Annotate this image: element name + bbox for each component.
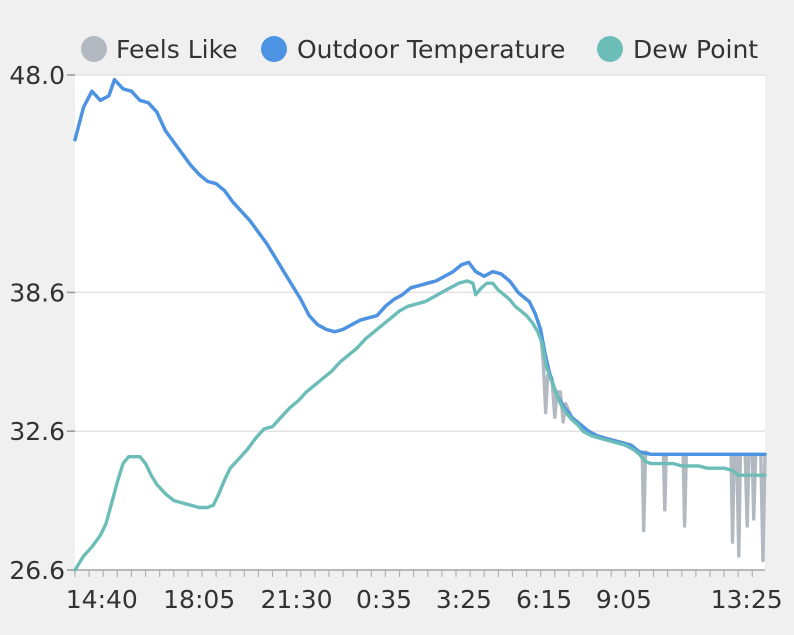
x-axis: 14:40 18:05 21:30 0:35 3:25 6:15 9:05 13:25 (66, 569, 783, 614)
legend-label-dew-point: Dew Point (633, 35, 758, 64)
legend-marker-outdoor-temperature (261, 36, 287, 62)
y-tick-label: 48.0 (9, 61, 65, 90)
x-tick-label: 21:30 (261, 585, 333, 614)
legend-label-feels-like: Feels Like (116, 35, 238, 64)
plot-background (75, 75, 765, 570)
x-tick-label: 0:35 (356, 585, 412, 614)
y-tick-label: 26.6 (9, 556, 65, 585)
x-tick-label: 13:25 (711, 585, 783, 614)
series-line-dew-point (73, 279, 767, 572)
x-tick-label: 18:05 (163, 585, 235, 614)
legend-marker-feels-like (81, 36, 107, 62)
x-tick-label: 14:40 (66, 585, 138, 614)
legend-label-outdoor-temperature: Outdoor Temperature (297, 35, 565, 64)
legend-marker-dew-point (597, 36, 623, 62)
y-axis: 48.0 38.6 32.6 26.6 (9, 61, 75, 585)
y-tick-label: 32.6 (9, 417, 65, 446)
x-tick-label: 6:15 (516, 585, 572, 614)
x-tick-label: 9:05 (596, 585, 652, 614)
y-tick-label: 38.6 (9, 278, 65, 307)
x-tick-label: 3:25 (436, 585, 492, 614)
legend: Feels Like Outdoor Temperature Dew Point (81, 35, 758, 64)
series-lines (73, 77, 767, 572)
